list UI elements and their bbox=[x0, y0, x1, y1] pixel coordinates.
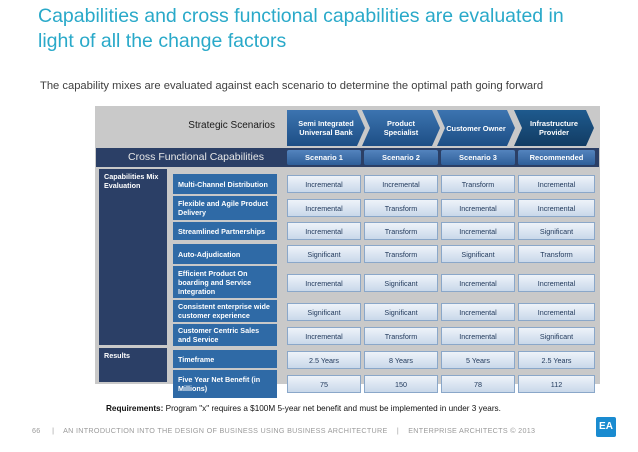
footer-text: AN INTRODUCTION INTO THE DESIGN OF BUSIN… bbox=[63, 426, 388, 435]
table-cell: Incremental bbox=[441, 222, 515, 240]
table-cell: Incremental bbox=[287, 274, 361, 292]
row-label: Auto-Adjudication bbox=[173, 244, 277, 264]
row-label: Customer Centric Sales and Service bbox=[173, 324, 277, 346]
table-cell: Incremental bbox=[287, 222, 361, 240]
group-label-results: Results bbox=[99, 348, 167, 382]
scenario-name: Customer Owner bbox=[446, 123, 506, 133]
row-label: Consistent enterprise wide customer expe… bbox=[173, 300, 277, 322]
scenario-chevron: Customer Owner bbox=[437, 110, 515, 146]
row-label: Five Year Net Benefit (in Millions) bbox=[173, 370, 277, 398]
row-label: Timeframe bbox=[173, 350, 277, 368]
scenario-chevron: Semi Integrated Universal Bank bbox=[287, 110, 365, 146]
table-cell: Transform bbox=[518, 245, 595, 263]
table-cell: Significant bbox=[518, 222, 595, 240]
footer: 66 | AN INTRODUCTION INTO THE DESIGN OF … bbox=[32, 426, 535, 435]
requirements-label: Requirements: bbox=[106, 404, 164, 413]
table-cell: Transform bbox=[441, 175, 515, 193]
table-cell: 78 bbox=[441, 375, 515, 393]
scenario-name: Product Specialist bbox=[383, 119, 419, 137]
recommended-chevron: Infrastructure Provider bbox=[514, 110, 594, 146]
table-cell: 8 Years bbox=[364, 351, 438, 369]
table-cell: Incremental bbox=[441, 303, 515, 321]
table-cell: Significant bbox=[441, 245, 515, 263]
table-cell: Incremental bbox=[287, 175, 361, 193]
table-cell: Incremental bbox=[441, 327, 515, 345]
column-header: Scenario 2 bbox=[364, 150, 438, 165]
table-cell: Incremental bbox=[518, 303, 595, 321]
ea-logo-icon: EA bbox=[596, 417, 616, 437]
page-number: 66 bbox=[32, 426, 41, 435]
column-header: Recommended bbox=[518, 150, 595, 165]
slide-subtitle: The capability mixes are evaluated again… bbox=[40, 80, 544, 92]
group-label-capabilities: Capabilities Mix Evaluation bbox=[99, 169, 167, 345]
table-cell: Incremental bbox=[287, 327, 361, 345]
table-cell: Significant bbox=[364, 274, 438, 292]
table-cell: Incremental bbox=[518, 175, 595, 193]
requirements-note: Requirements: Program "x" requires a $10… bbox=[106, 404, 501, 413]
table-cell: Incremental bbox=[518, 274, 595, 292]
row-label: Flexible and Agile Product Delivery bbox=[173, 196, 277, 220]
table-cell: Incremental bbox=[287, 199, 361, 217]
table-cell: Transform bbox=[364, 222, 438, 240]
table-cell: 5 Years bbox=[441, 351, 515, 369]
footer-separator: | bbox=[52, 426, 55, 435]
table-cell: Significant bbox=[518, 327, 595, 345]
footer-separator: | bbox=[396, 426, 399, 435]
table-cell: Significant bbox=[364, 303, 438, 321]
table-cell: 2.5 Years bbox=[287, 351, 361, 369]
table-cell: Incremental bbox=[364, 175, 438, 193]
requirements-text: Program "x" requires a $100M 5-year net … bbox=[165, 404, 501, 413]
footer-org: ENTERPRISE ARCHITECTS © 2013 bbox=[408, 426, 536, 435]
cross-functional-label: Cross Functional Capabilities bbox=[128, 151, 264, 163]
scenario-chevron: Product Specialist bbox=[362, 110, 440, 146]
table-cell: Incremental bbox=[441, 274, 515, 292]
row-label: Efficient Product On boarding and Servic… bbox=[173, 266, 277, 298]
row-label: Streamlined Partnerships bbox=[173, 222, 277, 240]
table-cell: Transform bbox=[364, 199, 438, 217]
table-cell: Incremental bbox=[441, 199, 515, 217]
table-cell: Significant bbox=[287, 303, 361, 321]
column-header: Scenario 1 bbox=[287, 150, 361, 165]
table-cell: Transform bbox=[364, 245, 438, 263]
column-header: Scenario 3 bbox=[441, 150, 515, 165]
table-cell: 112 bbox=[518, 375, 595, 393]
table-cell: Incremental bbox=[518, 199, 595, 217]
table-cell: Significant bbox=[287, 245, 361, 263]
table-cell: Transform bbox=[364, 327, 438, 345]
scenario-name: Semi Integrated Universal Bank bbox=[298, 119, 354, 137]
strategic-scenarios-label: Strategic Scenarios bbox=[188, 120, 275, 131]
scenario-name: Infrastructure Provider bbox=[529, 119, 579, 137]
row-label: Multi-Channel Distribution bbox=[173, 174, 277, 194]
slide-title: Capabilities and cross functional capabi… bbox=[38, 5, 564, 52]
table-cell: 75 bbox=[287, 375, 361, 393]
table-cell: 2.5 Years bbox=[518, 351, 595, 369]
table-cell: 150 bbox=[364, 375, 438, 393]
